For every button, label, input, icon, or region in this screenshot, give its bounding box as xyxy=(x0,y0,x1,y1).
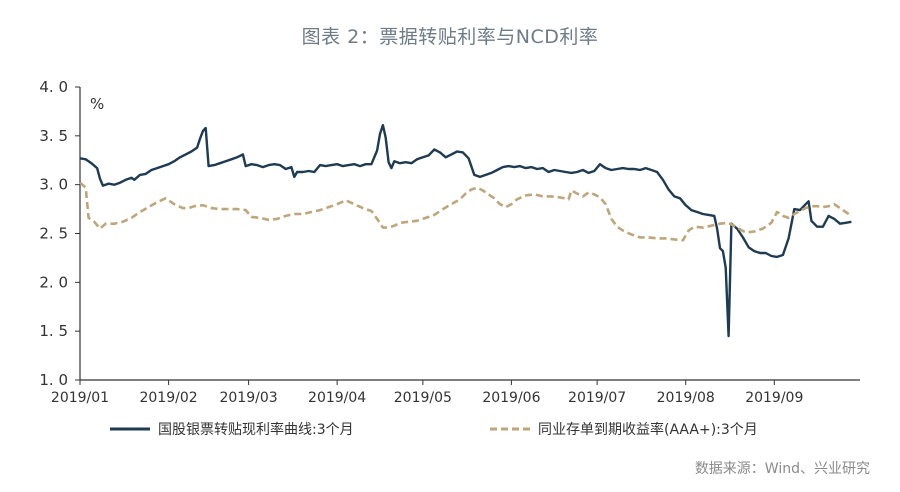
x-tick-label: 2019/06 xyxy=(482,390,540,406)
legend-label: 国股银票转贴现利率曲线:3个月 xyxy=(158,421,354,438)
chart-title: 图表 2：票据转贴利率与NCD利率 xyxy=(301,26,599,48)
x-tick-label: 2019/03 xyxy=(219,390,277,406)
y-tick-label: 1. 5 xyxy=(39,322,68,340)
legend-label: 同业存单到期收益率(AAA+):3个月 xyxy=(538,421,758,438)
x-tick-label: 2019/01 xyxy=(51,390,109,406)
y-axis-unit: % xyxy=(90,95,104,113)
x-tick-label: 2019/09 xyxy=(745,390,803,406)
x-tick-label: 2019/02 xyxy=(139,390,197,406)
y-tick-label: 1. 0 xyxy=(39,371,68,389)
y-tick-label: 2. 0 xyxy=(39,273,68,291)
x-tick-label: 2019/08 xyxy=(657,390,715,406)
source-note: 数据来源：Wind、兴业研究 xyxy=(694,461,870,477)
y-tick-label: 3. 5 xyxy=(39,127,68,145)
x-tick-label: 2019/07 xyxy=(568,390,626,406)
series-line-bill-rate xyxy=(79,123,852,338)
series-line-ncd-rate xyxy=(79,181,853,242)
x-tick-label: 2019/04 xyxy=(308,390,366,406)
x-tick-label: 2019/05 xyxy=(394,390,452,406)
y-tick-label: 4. 0 xyxy=(39,78,68,96)
y-tick-label: 2. 5 xyxy=(39,225,68,243)
y-tick-label: 3. 0 xyxy=(39,176,68,194)
